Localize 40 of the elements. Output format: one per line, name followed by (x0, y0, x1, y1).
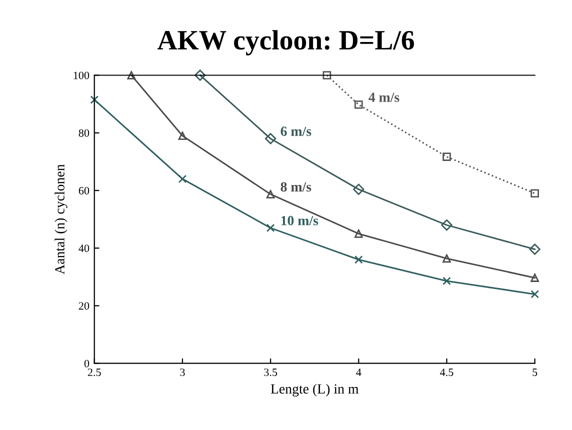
point (530, 189, 539, 198)
point (266, 190, 275, 198)
y-axis-title: Aantal (n) cyclonen (54, 164, 68, 274)
point (322, 71, 332, 80)
x-tick-label: 4 (356, 368, 362, 376)
point (127, 71, 136, 80)
point (354, 255, 363, 264)
y-tick-label: 60 (78, 186, 90, 194)
point (90, 96, 99, 104)
series-label: 4 m/s (368, 92, 400, 102)
y-tick-label: 100 (74, 72, 90, 80)
x-tick-label: 3 (180, 368, 185, 376)
y-tick-label: 80 (78, 129, 90, 137)
point (530, 274, 539, 282)
series-label: 8 m/s (280, 182, 312, 192)
point (354, 230, 363, 238)
point (178, 132, 187, 140)
series-label: 10 m/s (281, 216, 318, 226)
point (529, 244, 540, 255)
x-tick-label: 3.5 (264, 368, 278, 376)
point (178, 174, 187, 184)
point (442, 152, 451, 161)
point (194, 70, 206, 81)
point (266, 224, 275, 232)
point (441, 219, 452, 231)
x-tick-label: 4.5 (440, 368, 454, 376)
point (264, 133, 276, 144)
point (530, 290, 539, 298)
point (354, 100, 363, 109)
chart-title: AKW cycloon: D=L/6 (157, 30, 414, 56)
x-tick-label: 2.5 (88, 368, 101, 376)
y-tick-label: 0 (84, 360, 90, 368)
y-tick-label: 20 (78, 302, 90, 310)
y-tick-label: 40 (78, 244, 90, 252)
point (442, 254, 451, 263)
point (442, 276, 451, 286)
x-tick-label: 5 (532, 368, 538, 376)
point (353, 184, 364, 195)
x-axis-title: Lengte (L) in m (270, 384, 359, 396)
series-label: 6 m/s (280, 126, 312, 136)
